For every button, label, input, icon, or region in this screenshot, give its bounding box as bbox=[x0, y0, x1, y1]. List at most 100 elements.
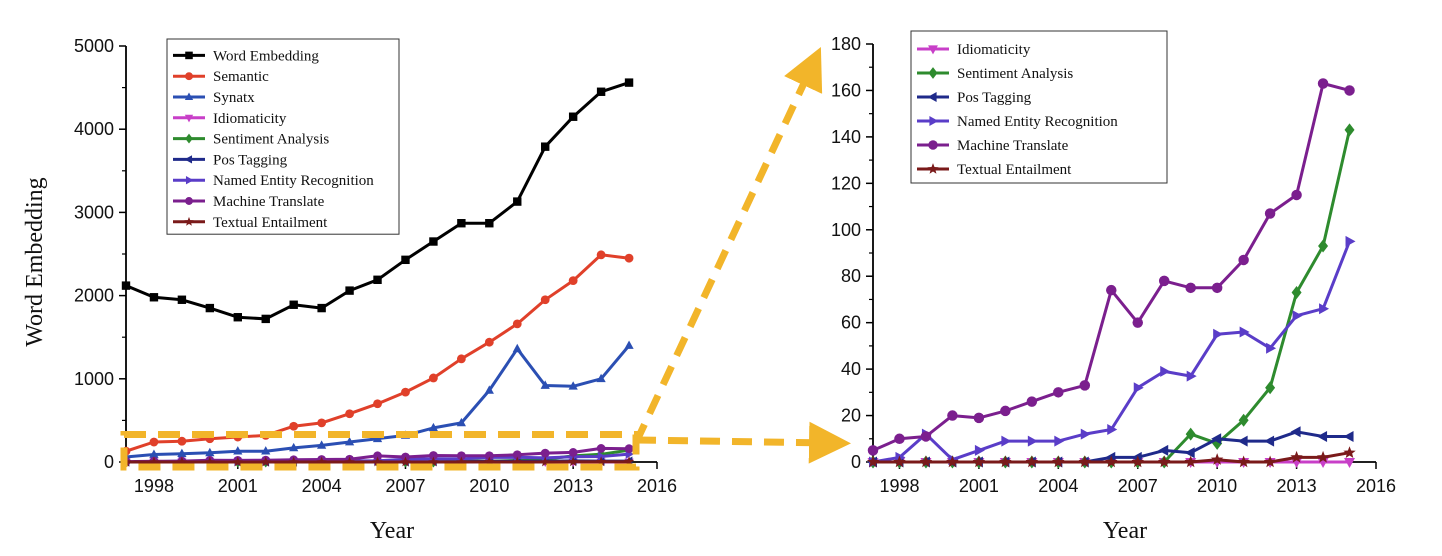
right-point-textual-entailment bbox=[1105, 455, 1118, 468]
left-legend-item: Semantic bbox=[173, 69, 269, 85]
left-legend-label: Semantic bbox=[213, 69, 269, 85]
right-legend-item: Machine Translate bbox=[917, 138, 1069, 154]
right-point-sentiment-analysis bbox=[1318, 239, 1329, 253]
left-point-semantic bbox=[429, 373, 438, 383]
right-legend-box bbox=[910, 30, 1168, 184]
right-point-pos-tagging bbox=[1264, 435, 1275, 447]
left-legend: Word Embedding Semantic Synatx Idiomaticity… bbox=[166, 38, 400, 235]
right-point-pos-tagging bbox=[1317, 430, 1328, 442]
right-point-named-entity-recognition bbox=[1266, 342, 1277, 354]
right-point-textual-entailment bbox=[972, 455, 986, 468]
left-x-tick-label: 2010 bbox=[469, 476, 509, 496]
right-y-tick-label: 60 bbox=[841, 313, 861, 333]
right-point-textual-entailment bbox=[1025, 455, 1039, 468]
left-legend-swatch-marker bbox=[185, 133, 193, 144]
left-legend-box bbox=[166, 38, 400, 235]
right-point-machine-translate bbox=[1317, 78, 1329, 89]
right-x-tick-label: 2004 bbox=[1038, 476, 1078, 496]
right-point-named-entity-recognition bbox=[1133, 382, 1144, 394]
left-point-word-embedding bbox=[485, 219, 494, 228]
right-point-sentiment-analysis bbox=[1344, 123, 1355, 137]
left-point-textual-entailment bbox=[484, 456, 495, 467]
left-point-word-embedding bbox=[624, 78, 634, 87]
left-legend-item: Named Entity Recognition bbox=[173, 173, 374, 189]
right-point-textual-entailment bbox=[999, 455, 1012, 468]
left-point-synatx bbox=[177, 448, 187, 458]
left-legend-label: Sentiment Analysis bbox=[213, 132, 329, 148]
left-point-semantic bbox=[512, 319, 522, 329]
right-point-named-entity-recognition bbox=[1186, 370, 1197, 382]
right-y-tick-label: 100 bbox=[831, 220, 861, 240]
right-legend-item: Named Entity Recognition bbox=[917, 114, 1118, 130]
left-point-semantic bbox=[345, 409, 354, 419]
left-legend-item: Sentiment Analysis bbox=[173, 132, 329, 148]
right-point-machine-translate bbox=[867, 445, 879, 456]
left-legend-item: Synatx bbox=[173, 90, 255, 106]
right-legend-item: Textual Entailment bbox=[917, 162, 1072, 178]
left-point-textual-entailment bbox=[456, 456, 467, 467]
left-point-word-embedding bbox=[233, 313, 242, 322]
right-point-machine-translate bbox=[973, 412, 985, 424]
right-point-machine-translate bbox=[1106, 284, 1117, 296]
right-legend-label: Idiomaticity bbox=[957, 42, 1031, 58]
left-point-semantic bbox=[540, 295, 550, 305]
left-point-word-embedding bbox=[541, 142, 550, 151]
left-x-tick-label: 2013 bbox=[553, 476, 593, 496]
right-x-tick-label: 2007 bbox=[1118, 476, 1158, 496]
right-legend-label: Pos Tagging bbox=[957, 90, 1032, 106]
right-point-named-entity-recognition bbox=[1160, 365, 1171, 377]
left-y-tick-label: 2000 bbox=[74, 286, 114, 306]
left-point-synatx bbox=[261, 446, 271, 455]
left-legend-item: Machine Translate bbox=[173, 194, 325, 210]
right-point-pos-tagging bbox=[1184, 447, 1195, 459]
left-point-textual-entailment bbox=[316, 456, 327, 467]
left-point-synatx bbox=[344, 436, 355, 446]
left-legend-item: Idiomaticity bbox=[173, 111, 287, 127]
left-point-semantic bbox=[401, 387, 410, 397]
right-point-sentiment-analysis bbox=[1238, 413, 1249, 427]
left-point-semantic bbox=[568, 276, 578, 286]
right-point-textual-entailment bbox=[1158, 455, 1171, 468]
right-x-tick-label: 2001 bbox=[959, 476, 999, 496]
left-point-textual-entailment bbox=[204, 456, 216, 467]
right-point-machine-translate bbox=[1053, 387, 1064, 398]
left-point-word-embedding bbox=[205, 303, 215, 313]
left-point-textual-entailment bbox=[232, 456, 243, 467]
left-line-semantic bbox=[125, 253, 630, 453]
left-point-semantic bbox=[373, 399, 382, 409]
left-legend-label: Idiomaticity bbox=[213, 111, 287, 127]
right-point-named-entity-recognition bbox=[974, 444, 985, 456]
right-point-textual-entailment bbox=[919, 455, 933, 468]
left-point-synatx bbox=[233, 446, 243, 455]
left-point-textual-entailment bbox=[372, 456, 383, 467]
right-point-textual-entailment bbox=[893, 455, 906, 468]
right-point-textual-entailment bbox=[1263, 455, 1277, 468]
left-point-word-embedding bbox=[317, 303, 326, 313]
left-point-word-embedding bbox=[121, 281, 131, 290]
left-legend-label: Named Entity Recognition bbox=[213, 173, 374, 189]
right-point-textual-entailment bbox=[1052, 455, 1065, 468]
left-point-textual-entailment bbox=[400, 456, 411, 467]
right-point-machine-translate bbox=[1158, 275, 1170, 287]
left-legend-item: Textual Entailment bbox=[173, 215, 328, 231]
left-point-word-embedding bbox=[596, 87, 606, 96]
left-point-textual-entailment bbox=[344, 456, 355, 467]
left-point-word-embedding bbox=[149, 293, 159, 302]
left-point-word-embedding bbox=[261, 314, 270, 324]
right-legend-swatch-marker bbox=[929, 116, 939, 126]
left-point-machine-translate bbox=[429, 451, 438, 460]
right-y-tick-label: 20 bbox=[841, 406, 861, 426]
right-point-sentiment-analysis bbox=[1291, 285, 1302, 299]
left-point-synatx bbox=[205, 447, 215, 457]
right-point-pos-tagging bbox=[1290, 426, 1301, 438]
left-legend-swatch-marker bbox=[185, 197, 193, 205]
right-point-named-entity-recognition bbox=[1080, 428, 1091, 440]
left-legend-item: Word Embedding bbox=[173, 48, 319, 64]
left-y-axis-title: Word Embedding bbox=[22, 177, 48, 346]
left-point-word-embedding bbox=[513, 197, 522, 206]
left-x-tick-label: 2004 bbox=[302, 476, 342, 496]
left-point-textual-entailment bbox=[148, 456, 160, 467]
left-point-textual-entailment bbox=[512, 456, 523, 467]
right-x-axis-title: Year bbox=[1103, 518, 1147, 544]
